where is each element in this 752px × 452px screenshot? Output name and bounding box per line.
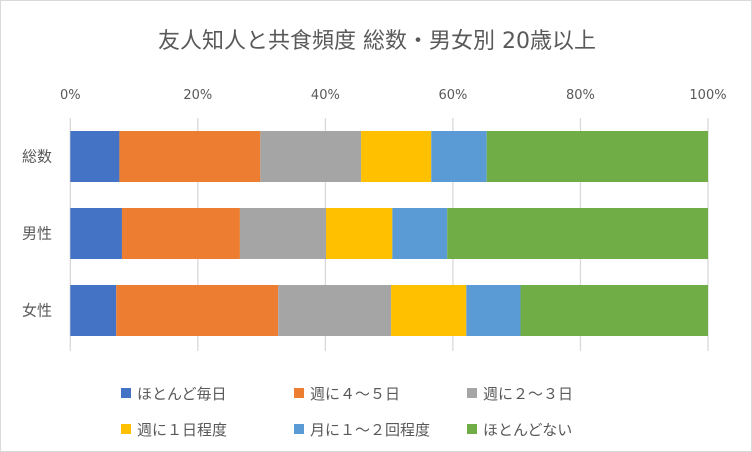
legend-swatch: [294, 424, 304, 434]
legend-label: 月に１～２回程度: [310, 420, 431, 439]
legend-item: 週に１日程度: [121, 411, 294, 447]
category-label: 総数: [22, 148, 52, 166]
legend-item: 月に１～２回程度: [294, 411, 467, 447]
bar-segment: [466, 285, 521, 336]
legend-item: 週に４～５日: [294, 375, 467, 411]
bar-segment: [431, 131, 487, 182]
bar-segment: [391, 285, 467, 336]
legend: ほとんど毎日 週に４～５日 週に２～３日週に１日程度 月に１～２回程度 ほとんどない: [121, 375, 641, 447]
chart-title: 友人知人と共食頻度 総数・男女別 20歳以上: [158, 29, 596, 54]
category-label: 男性: [22, 225, 52, 243]
bar-segment: [119, 131, 261, 182]
legend-swatch: [467, 424, 477, 434]
x-tick-label: 0%: [60, 88, 81, 103]
bar-segment: [260, 131, 362, 182]
legend-swatch: [121, 388, 131, 398]
bar-segment: [486, 131, 708, 182]
bar-segment: [116, 285, 279, 336]
legend-label: ほとんど毎日: [137, 384, 227, 403]
legend-label: ほとんどない: [483, 420, 573, 439]
bar-segment: [326, 208, 393, 259]
x-tick-label: 80%: [566, 88, 595, 103]
legend-label: 週に１日程度: [137, 420, 228, 439]
bar-segment: [392, 208, 448, 259]
legend-swatch: [467, 388, 477, 398]
bar-segment: [278, 285, 392, 336]
legend-label: 週に４～５日: [310, 384, 401, 403]
legend-swatch: [121, 424, 131, 434]
x-tick-label: 100%: [689, 88, 726, 103]
bar-segment: [447, 208, 708, 259]
legend-label: 週に２～３日: [483, 384, 574, 403]
x-tick-label: 20%: [183, 88, 212, 103]
legend-item: 週に２～３日: [467, 375, 637, 411]
bar-segment: [520, 285, 708, 336]
bar-segment: [70, 131, 120, 182]
legend-item: ほとんどない: [467, 411, 637, 447]
bar-segment: [70, 285, 117, 336]
bar-segment: [239, 208, 327, 259]
bar-segment: [70, 208, 122, 259]
legend-swatch: [294, 388, 304, 398]
legend-item: ほとんど毎日: [121, 375, 294, 411]
x-tick-label: 40%: [311, 88, 340, 103]
bar-segment: [361, 131, 432, 182]
x-tick-label: 60%: [438, 88, 467, 103]
bar-segment: [121, 208, 240, 259]
category-label: 女性: [22, 302, 52, 320]
